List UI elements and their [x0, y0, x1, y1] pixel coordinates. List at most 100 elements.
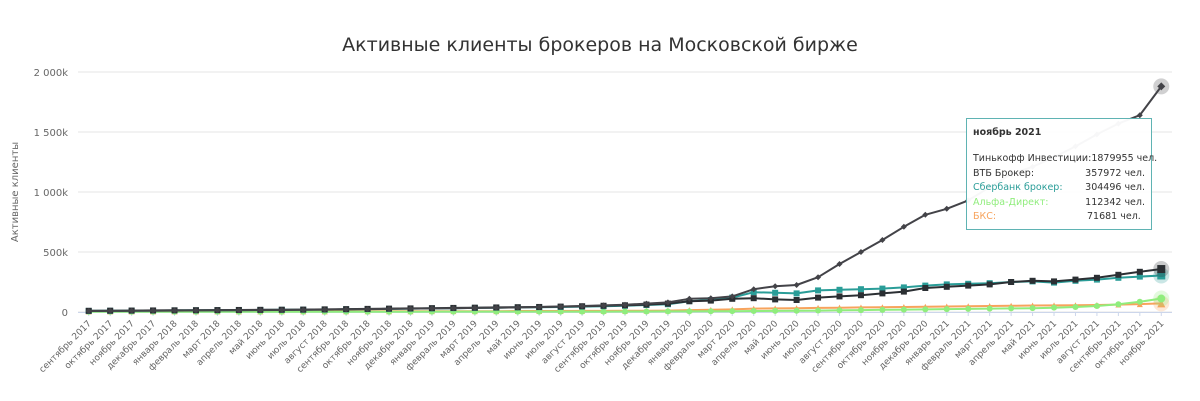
data-point [986, 281, 993, 288]
data-point [1115, 301, 1122, 308]
data-point [793, 282, 800, 288]
data-point [943, 283, 950, 290]
data-point [1072, 276, 1079, 283]
data-point [364, 306, 371, 313]
data-point [750, 308, 757, 315]
data-point [1008, 305, 1015, 312]
data-point [857, 249, 864, 255]
data-point [300, 306, 307, 313]
data-point [493, 304, 500, 311]
data-point [836, 307, 843, 314]
data-point [257, 307, 264, 314]
data-point [600, 308, 607, 315]
data-point [707, 295, 714, 302]
y-tick-label: 0 [62, 308, 68, 319]
data-point [879, 290, 886, 297]
data-point [686, 295, 693, 302]
data-point [514, 304, 521, 311]
data-point [815, 307, 822, 314]
data-point [407, 305, 414, 312]
tooltip-series-value: 304496 чел. [1085, 182, 1145, 193]
data-point [1136, 273, 1143, 280]
data-point [965, 305, 972, 312]
data-point [793, 297, 800, 303]
data-point [772, 283, 779, 290]
data-point [579, 308, 586, 315]
data-point [643, 308, 650, 315]
tooltip-row: Альфа-Директ: 112342 чел. [973, 196, 1145, 211]
data-point [879, 306, 886, 313]
y-tick-label: 1 000k [34, 188, 69, 199]
data-point [943, 306, 950, 313]
data-point [857, 307, 864, 314]
tooltip-series-value: 357972 чел. [1085, 167, 1145, 179]
data-point [622, 301, 628, 308]
data-point [922, 211, 929, 218]
data-point [128, 307, 135, 314]
tooltip-row: Тинькофф Инвестиции: 1879955 чел. [973, 152, 1157, 167]
data-point [729, 293, 736, 300]
data-point [1029, 277, 1036, 284]
data-point [922, 306, 929, 313]
data-point [643, 300, 650, 307]
data-point [235, 307, 242, 314]
y-axis-title: Активные клиенты [10, 142, 21, 242]
data-point [343, 306, 350, 313]
tooltip-title: ноябрь 2021 [973, 127, 1042, 138]
data-point [428, 305, 435, 312]
data-point [943, 205, 950, 212]
data-point [836, 261, 843, 267]
data-point [557, 308, 564, 315]
tooltip-series-name: ВТБ Брокер: [973, 167, 1035, 179]
data-point [836, 286, 843, 293]
tooltip-row: ВТБ Брокер: 357972 чел. [973, 167, 1145, 182]
tooltip-row: БКС: 71681 чел. [973, 210, 1145, 225]
data-point [1136, 268, 1143, 275]
data-point [836, 293, 843, 300]
data-point [579, 303, 586, 309]
data-point [965, 282, 972, 289]
data-point [707, 308, 714, 315]
data-point [1029, 305, 1036, 312]
data-point [900, 284, 907, 291]
tooltip-series-value: 71681 чел. [1087, 211, 1141, 222]
data-point [815, 287, 822, 294]
data-point [900, 306, 907, 313]
data-point [664, 299, 671, 306]
data-point [1093, 303, 1100, 309]
data-point [1157, 294, 1166, 303]
data-point [150, 307, 157, 314]
data-point [85, 308, 92, 315]
tooltip-row: Сбербанк брокер: 304496 чел. [973, 181, 1145, 196]
data-point [1051, 278, 1058, 285]
data-point [1136, 112, 1143, 119]
data-point [622, 308, 628, 315]
data-point [1051, 304, 1058, 311]
tooltip: ноябрь 2021 Тинькофф Инвестиции: 1879955… [966, 118, 1157, 230]
data-point [1157, 299, 1166, 308]
data-point [321, 306, 328, 313]
data-point [471, 304, 478, 311]
data-point [557, 303, 564, 310]
data-point [107, 307, 114, 314]
data-point [1157, 265, 1166, 274]
data-point [214, 307, 221, 314]
data-point [1093, 274, 1100, 281]
data-point [879, 237, 886, 243]
tooltip-series-value: 112342 чел. [1085, 196, 1145, 208]
data-point [772, 296, 779, 303]
data-point [793, 290, 800, 297]
data-point [686, 308, 693, 315]
data-point [815, 274, 822, 281]
y-tick-label: 1 500k [34, 128, 69, 139]
tooltip-series-name: Альфа-Директ: [973, 196, 1049, 208]
y-tick-label: 2 000k [34, 68, 69, 79]
data-point [1072, 303, 1079, 310]
data-point [986, 305, 993, 312]
data-point [793, 307, 800, 314]
chart-title: Активные клиенты брокеров на Московской … [342, 34, 858, 56]
data-point [1115, 271, 1122, 278]
data-point [900, 223, 907, 230]
data-point [815, 294, 822, 301]
data-point [900, 288, 907, 295]
